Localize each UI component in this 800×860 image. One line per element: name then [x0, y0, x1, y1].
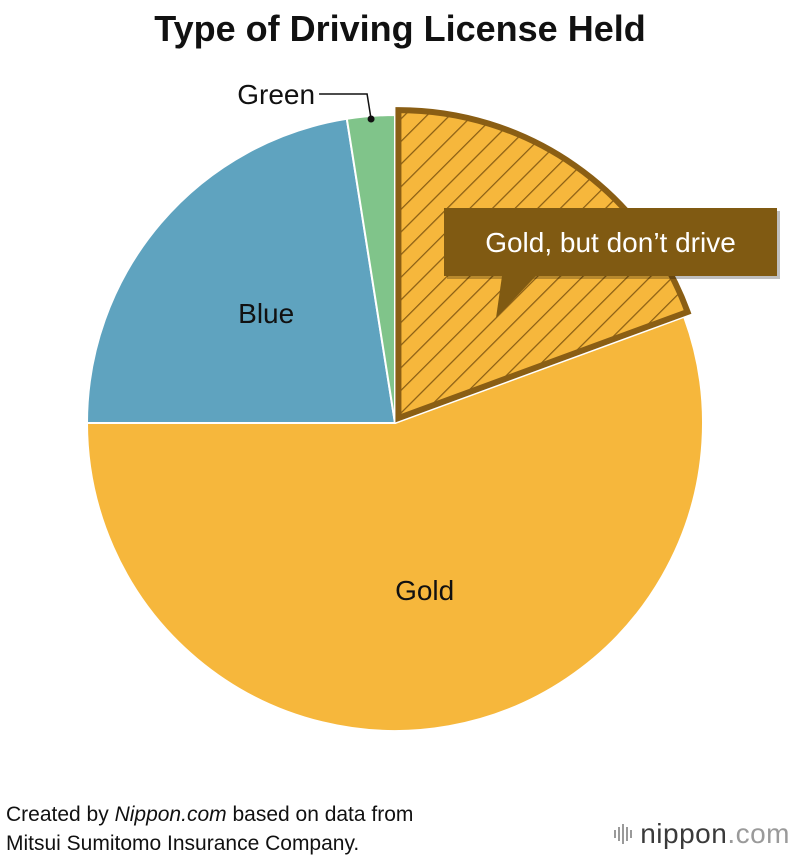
brand-logo: nippon.com — [614, 818, 790, 850]
credit-line-1: Created by Nippon.com based on data from — [6, 800, 413, 829]
slice-label-green: Green — [237, 79, 375, 123]
slice-blue — [85, 117, 397, 424]
slice-gold — [85, 315, 704, 732]
slice-label-gold: Gold — [395, 575, 454, 606]
chart-title: Type of Driving License Held — [154, 8, 646, 49]
svg-text:Gold, but don’t drive: Gold, but don’t drive — [485, 227, 736, 258]
credit-source: Nippon.com — [114, 803, 227, 826]
brand-name: nippon — [640, 818, 728, 849]
credit-suffix: based on data from — [226, 803, 414, 826]
slice-label-blue: Blue — [238, 298, 294, 329]
pie-chart: Gold, but don’t drive Gold Blue Green — [85, 79, 780, 732]
source-credit: Created by Nippon.com based on data from… — [6, 800, 413, 858]
credit-prefix: Created by — [6, 803, 115, 826]
credit-line-2: Mitsui Sumitomo Insurance Company. — [6, 832, 360, 855]
brand-bars-icon — [614, 823, 633, 845]
brand-tld: .com — [727, 818, 790, 849]
svg-text:Green: Green — [237, 79, 315, 110]
callout-gold-but-don-t-drive: Gold, but don’t drive — [444, 208, 780, 318]
